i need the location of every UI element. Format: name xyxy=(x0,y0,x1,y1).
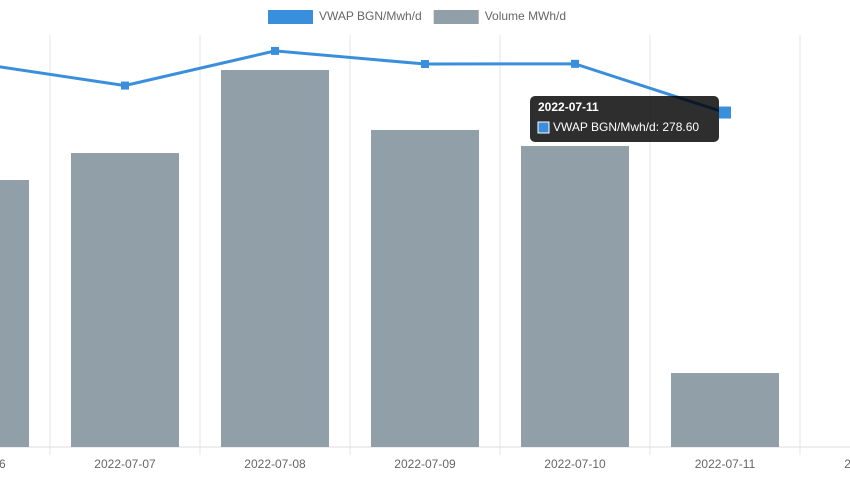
point xyxy=(271,46,279,55)
bar xyxy=(221,70,329,448)
legend-label: Volume MWh/d xyxy=(485,9,566,23)
x-tick-label: 2022-07-07 xyxy=(94,457,156,471)
x-tick-label: 2022-07-10 xyxy=(544,457,606,471)
tooltip-swatch xyxy=(537,121,550,134)
line xyxy=(0,49,726,114)
tooltip-box xyxy=(530,96,719,142)
tooltip-title: 2022-07-11 xyxy=(538,100,599,114)
bar xyxy=(0,180,29,448)
point xyxy=(571,59,579,68)
tooltip: 2022-07-11 VWAP BGN/Mwh/d: 278.60 xyxy=(530,96,719,142)
x-tick-label: 2022-07-12 xyxy=(844,457,850,471)
legend-swatch xyxy=(268,10,313,24)
legend-label: VWAP BGN/Mwh/d xyxy=(319,9,422,23)
point xyxy=(121,81,129,90)
x-tick-label: 2022-07-11 xyxy=(695,457,756,471)
bar xyxy=(71,153,179,447)
legend-swatch xyxy=(433,10,479,24)
x-tick-label: 2022-07-06 xyxy=(0,457,6,471)
point xyxy=(719,106,731,119)
x-tick-label: 2022-07-09 xyxy=(394,457,456,471)
point xyxy=(421,60,429,69)
bar xyxy=(371,129,479,447)
tooltip-label: VWAP BGN/Mwh/d: 278.60 xyxy=(553,120,699,134)
bar xyxy=(671,373,779,447)
x-tick-label: 2022-07-08 xyxy=(244,457,306,471)
bar xyxy=(521,146,629,447)
